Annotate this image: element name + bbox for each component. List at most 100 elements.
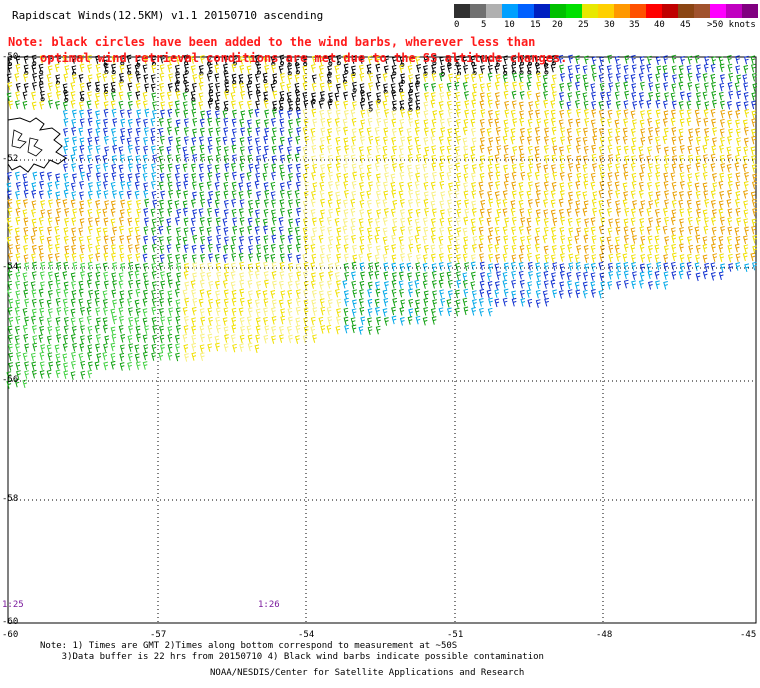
wind-barb xyxy=(94,81,100,91)
wind-barb xyxy=(175,144,181,154)
wind-barb xyxy=(254,164,260,173)
wind-barb xyxy=(231,208,237,218)
wind-barb xyxy=(496,199,501,208)
wind-barb xyxy=(256,64,262,73)
wind-barb xyxy=(376,209,381,218)
wind-barb xyxy=(455,74,461,84)
wind-barb xyxy=(278,226,284,235)
wind-barb xyxy=(288,199,293,208)
wind-barb xyxy=(55,83,60,92)
wind-barb xyxy=(607,109,613,119)
wind-barb xyxy=(336,235,342,245)
wind-barb xyxy=(655,172,661,181)
wind-barb xyxy=(639,81,645,91)
wind-barb xyxy=(255,235,261,245)
wind-barb xyxy=(456,227,462,236)
wind-barb xyxy=(583,145,589,155)
wind-barb xyxy=(79,90,85,100)
wind-barb xyxy=(719,128,725,137)
wind-barb xyxy=(543,145,549,154)
wind-barb xyxy=(127,100,133,110)
wind-barb xyxy=(431,64,436,73)
wind-barb xyxy=(127,128,133,137)
wind-barb xyxy=(222,63,228,73)
wind-barb xyxy=(518,182,524,191)
time-label-2: 1:26 xyxy=(258,600,280,610)
wind-barb xyxy=(286,56,292,65)
scale-label: 30 xyxy=(604,20,615,30)
wind-barb xyxy=(583,173,588,182)
wind-barb xyxy=(742,74,748,83)
wind-barb xyxy=(551,235,557,244)
wind-barb xyxy=(607,172,613,181)
wind-barb xyxy=(78,164,84,174)
wind-barb xyxy=(71,55,77,64)
wind-barb xyxy=(422,163,428,173)
wind-barb xyxy=(415,56,420,65)
wind-barb xyxy=(639,64,645,74)
wind-barb xyxy=(576,155,582,165)
wind-barb xyxy=(526,226,532,235)
wind-barb xyxy=(110,200,116,210)
wind-barb xyxy=(712,182,718,191)
wind-barb xyxy=(95,55,100,64)
wind-barb xyxy=(503,153,509,163)
wind-barb xyxy=(463,118,469,128)
wind-barb xyxy=(390,208,396,217)
wind-barb xyxy=(470,218,476,227)
wind-barb xyxy=(439,155,445,164)
wind-barb xyxy=(623,109,629,118)
wind-barb xyxy=(415,208,421,218)
wind-barb xyxy=(543,118,549,128)
wind-barb xyxy=(408,74,413,83)
wind-barb xyxy=(430,218,436,227)
wind-barb xyxy=(40,200,45,209)
wind-barb xyxy=(382,136,388,145)
wind-barb xyxy=(23,226,29,236)
scale-label: 5 xyxy=(481,20,487,30)
wind-barb xyxy=(319,91,325,100)
wind-barb xyxy=(488,137,494,146)
wind-barb xyxy=(575,180,581,190)
wind-barb xyxy=(168,189,173,199)
wind-barb xyxy=(567,82,572,91)
wind-barb xyxy=(31,189,37,199)
wind-barb xyxy=(223,72,229,82)
wind-barb xyxy=(79,82,85,92)
wind-barb xyxy=(264,109,269,119)
wind-barb xyxy=(111,63,116,73)
wind-barb xyxy=(134,226,140,236)
wind-barb xyxy=(327,191,333,200)
wind-barb xyxy=(175,227,181,236)
wind-barb xyxy=(455,108,461,118)
wind-barb xyxy=(390,83,396,92)
wind-barb xyxy=(406,127,412,137)
wind-barb xyxy=(527,128,532,137)
wind-barb xyxy=(231,154,237,163)
wind-barb xyxy=(294,82,300,92)
wind-barb xyxy=(126,137,132,146)
wind-barb xyxy=(231,109,237,119)
scale-swatch xyxy=(742,4,758,18)
wind-barb xyxy=(686,117,692,127)
wind-barb xyxy=(6,171,12,181)
wind-barb xyxy=(695,146,701,155)
wind-barb xyxy=(119,64,125,74)
wind-barb xyxy=(246,83,252,92)
wind-barb xyxy=(743,65,749,74)
wind-barb xyxy=(568,54,573,64)
wind-barb xyxy=(295,117,301,127)
contamination-circle xyxy=(391,89,396,94)
wind-barb xyxy=(624,155,630,165)
wind-barb xyxy=(568,227,574,237)
wind-barb xyxy=(735,181,741,190)
wind-barb xyxy=(734,198,740,208)
wind-barb xyxy=(504,173,510,182)
wind-barb xyxy=(223,127,229,136)
wind-barb xyxy=(376,92,381,101)
wind-barb xyxy=(319,153,325,163)
wind-barb xyxy=(279,90,285,100)
wind-barb xyxy=(183,153,189,163)
wind-barb xyxy=(639,218,645,227)
wind-barb xyxy=(583,109,589,118)
